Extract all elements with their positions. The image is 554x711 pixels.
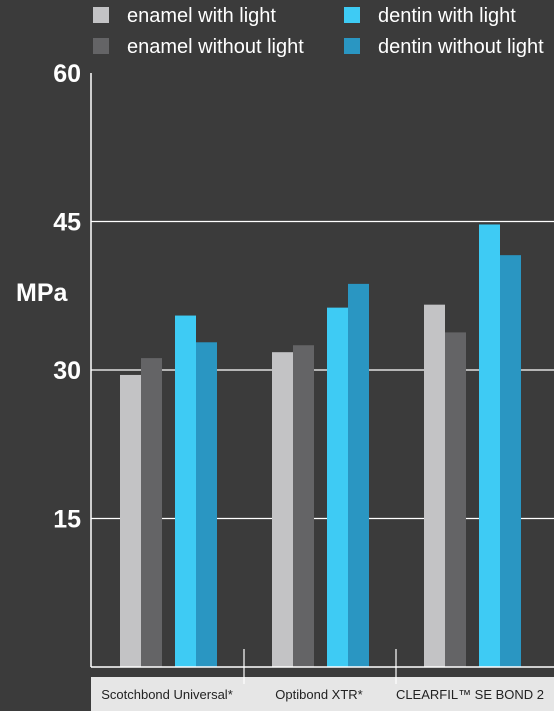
y-axis-label: MPa bbox=[16, 279, 69, 307]
bar bbox=[293, 345, 314, 667]
category-label: Scotchbond Universal* bbox=[101, 687, 233, 702]
bar bbox=[196, 342, 217, 667]
legend-label: enamel with light bbox=[127, 5, 276, 27]
bar bbox=[141, 358, 162, 667]
bar bbox=[424, 304, 445, 667]
category-label: CLEARFIL™ SE BOND 2 bbox=[396, 687, 544, 702]
legend-label: dentin without light bbox=[378, 36, 544, 58]
legend-swatch bbox=[93, 7, 109, 23]
bar bbox=[120, 374, 141, 667]
gridlines bbox=[91, 220, 554, 520]
bar bbox=[272, 352, 293, 667]
y-axis-ticks: 15 30 45 60 bbox=[53, 60, 81, 534]
legend-label: dentin with light bbox=[378, 5, 516, 27]
y-tick-label: 45 bbox=[53, 209, 81, 237]
legend-swatch bbox=[93, 38, 109, 54]
category-labels: Scotchbond Universal* Optibond XTR* CLEARF… bbox=[101, 687, 544, 702]
legend: enamel with light enamel without light den… bbox=[93, 5, 544, 58]
category-label: Optibond XTR* bbox=[275, 687, 362, 702]
legend-label: enamel without light bbox=[127, 36, 304, 58]
bar bbox=[175, 315, 196, 667]
bar bbox=[479, 224, 500, 667]
bar bbox=[348, 283, 369, 667]
y-tick-label: 60 bbox=[53, 60, 81, 88]
y-tick-label: 30 bbox=[53, 357, 81, 385]
bar bbox=[500, 255, 521, 667]
y-tick-label: 15 bbox=[53, 506, 81, 534]
category-strip bbox=[91, 677, 554, 711]
legend-swatch bbox=[344, 7, 360, 23]
legend-swatch bbox=[344, 38, 360, 54]
bars bbox=[120, 224, 521, 667]
bar bbox=[445, 332, 466, 667]
bar bbox=[327, 307, 348, 667]
